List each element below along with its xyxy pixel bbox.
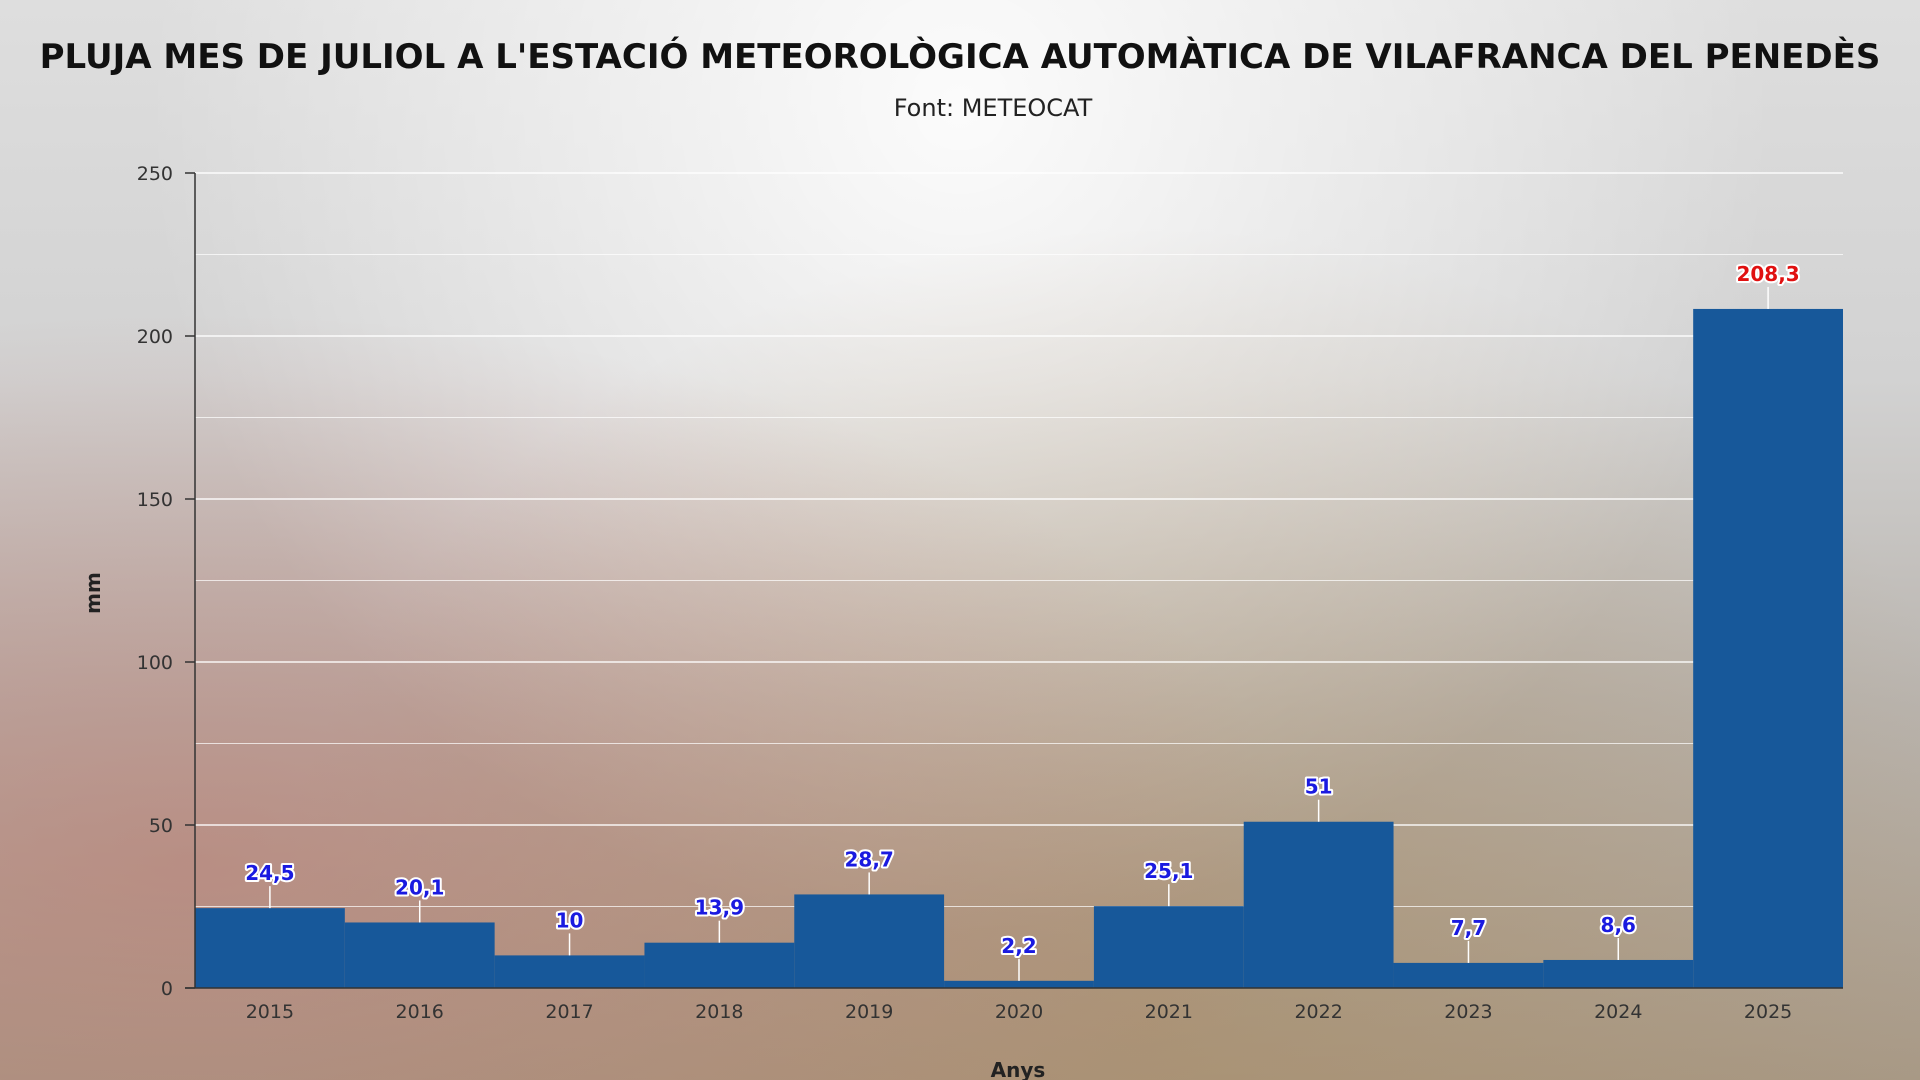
x-tick-label: 2015 — [246, 1001, 294, 1023]
gridlines — [195, 172, 1843, 908]
bar-2018 — [644, 942, 795, 988]
x-tick-label: 2022 — [1294, 1001, 1342, 1023]
data-label: 20,1 — [395, 875, 444, 899]
x-tick-label: 2018 — [695, 1001, 743, 1023]
data-label: 208,3 — [1736, 262, 1799, 286]
x-tick-label: 2017 — [545, 1001, 593, 1023]
data-label: 24,5 — [245, 861, 294, 885]
bar-2017 — [494, 955, 645, 988]
bar-2024 — [1543, 959, 1694, 988]
bar-2019 — [794, 894, 945, 988]
x-tick-label: 2021 — [1145, 1001, 1193, 1023]
y-tick-label: 100 — [137, 652, 173, 674]
data-label: 51 — [1305, 775, 1333, 799]
data-label: 10 — [556, 908, 584, 932]
axes: 0 50 100 150 200 250 2015 2016 2017 2018 2019 2020 2… — [137, 163, 1843, 1023]
chart-title: PLUJA MES DE JULIOL A L'ESTACIÓ METEOROL… — [40, 36, 1881, 77]
chart-subtitle: Font: METEOCAT — [894, 94, 1093, 122]
x-tick-label: 2025 — [1744, 1001, 1792, 1023]
bars — [195, 308, 1843, 988]
x-tick-label: 2023 — [1444, 1001, 1492, 1023]
x-tick-label: 2020 — [995, 1001, 1043, 1023]
data-label: 7,7 — [1451, 916, 1486, 940]
bar-2023 — [1393, 962, 1544, 988]
bar-2021 — [1093, 906, 1244, 988]
y-tick-label: 50 — [149, 815, 173, 837]
bar-2015 — [195, 908, 345, 988]
bar-2022 — [1243, 821, 1394, 988]
bar-2025 — [1693, 308, 1843, 988]
y-tick-label: 200 — [137, 326, 173, 348]
data-label: 2,2 — [1001, 934, 1036, 958]
bar-2016 — [344, 922, 495, 988]
data-label: 28,7 — [845, 847, 894, 871]
y-axis-label: mm — [81, 572, 105, 614]
data-label: 25,1 — [1144, 859, 1193, 883]
x-tick-label: 2016 — [396, 1001, 444, 1023]
y-tick-label: 250 — [137, 163, 173, 185]
data-label: 13,9 — [695, 896, 744, 920]
data-label: 8,6 — [1601, 913, 1636, 937]
x-tick-label: 2024 — [1594, 1001, 1642, 1023]
y-tick-label: 0 — [161, 978, 173, 1000]
y-tick-label: 150 — [137, 489, 173, 511]
x-tick-label: 2019 — [845, 1001, 893, 1023]
x-axis-label: Anys — [991, 1058, 1046, 1080]
bar-2020 — [944, 980, 1094, 988]
data-labels: 24,5 20,1 10 13,9 28,7 2,2 25,1 51 7,7 8,6 208,3 — [243, 260, 1802, 981]
